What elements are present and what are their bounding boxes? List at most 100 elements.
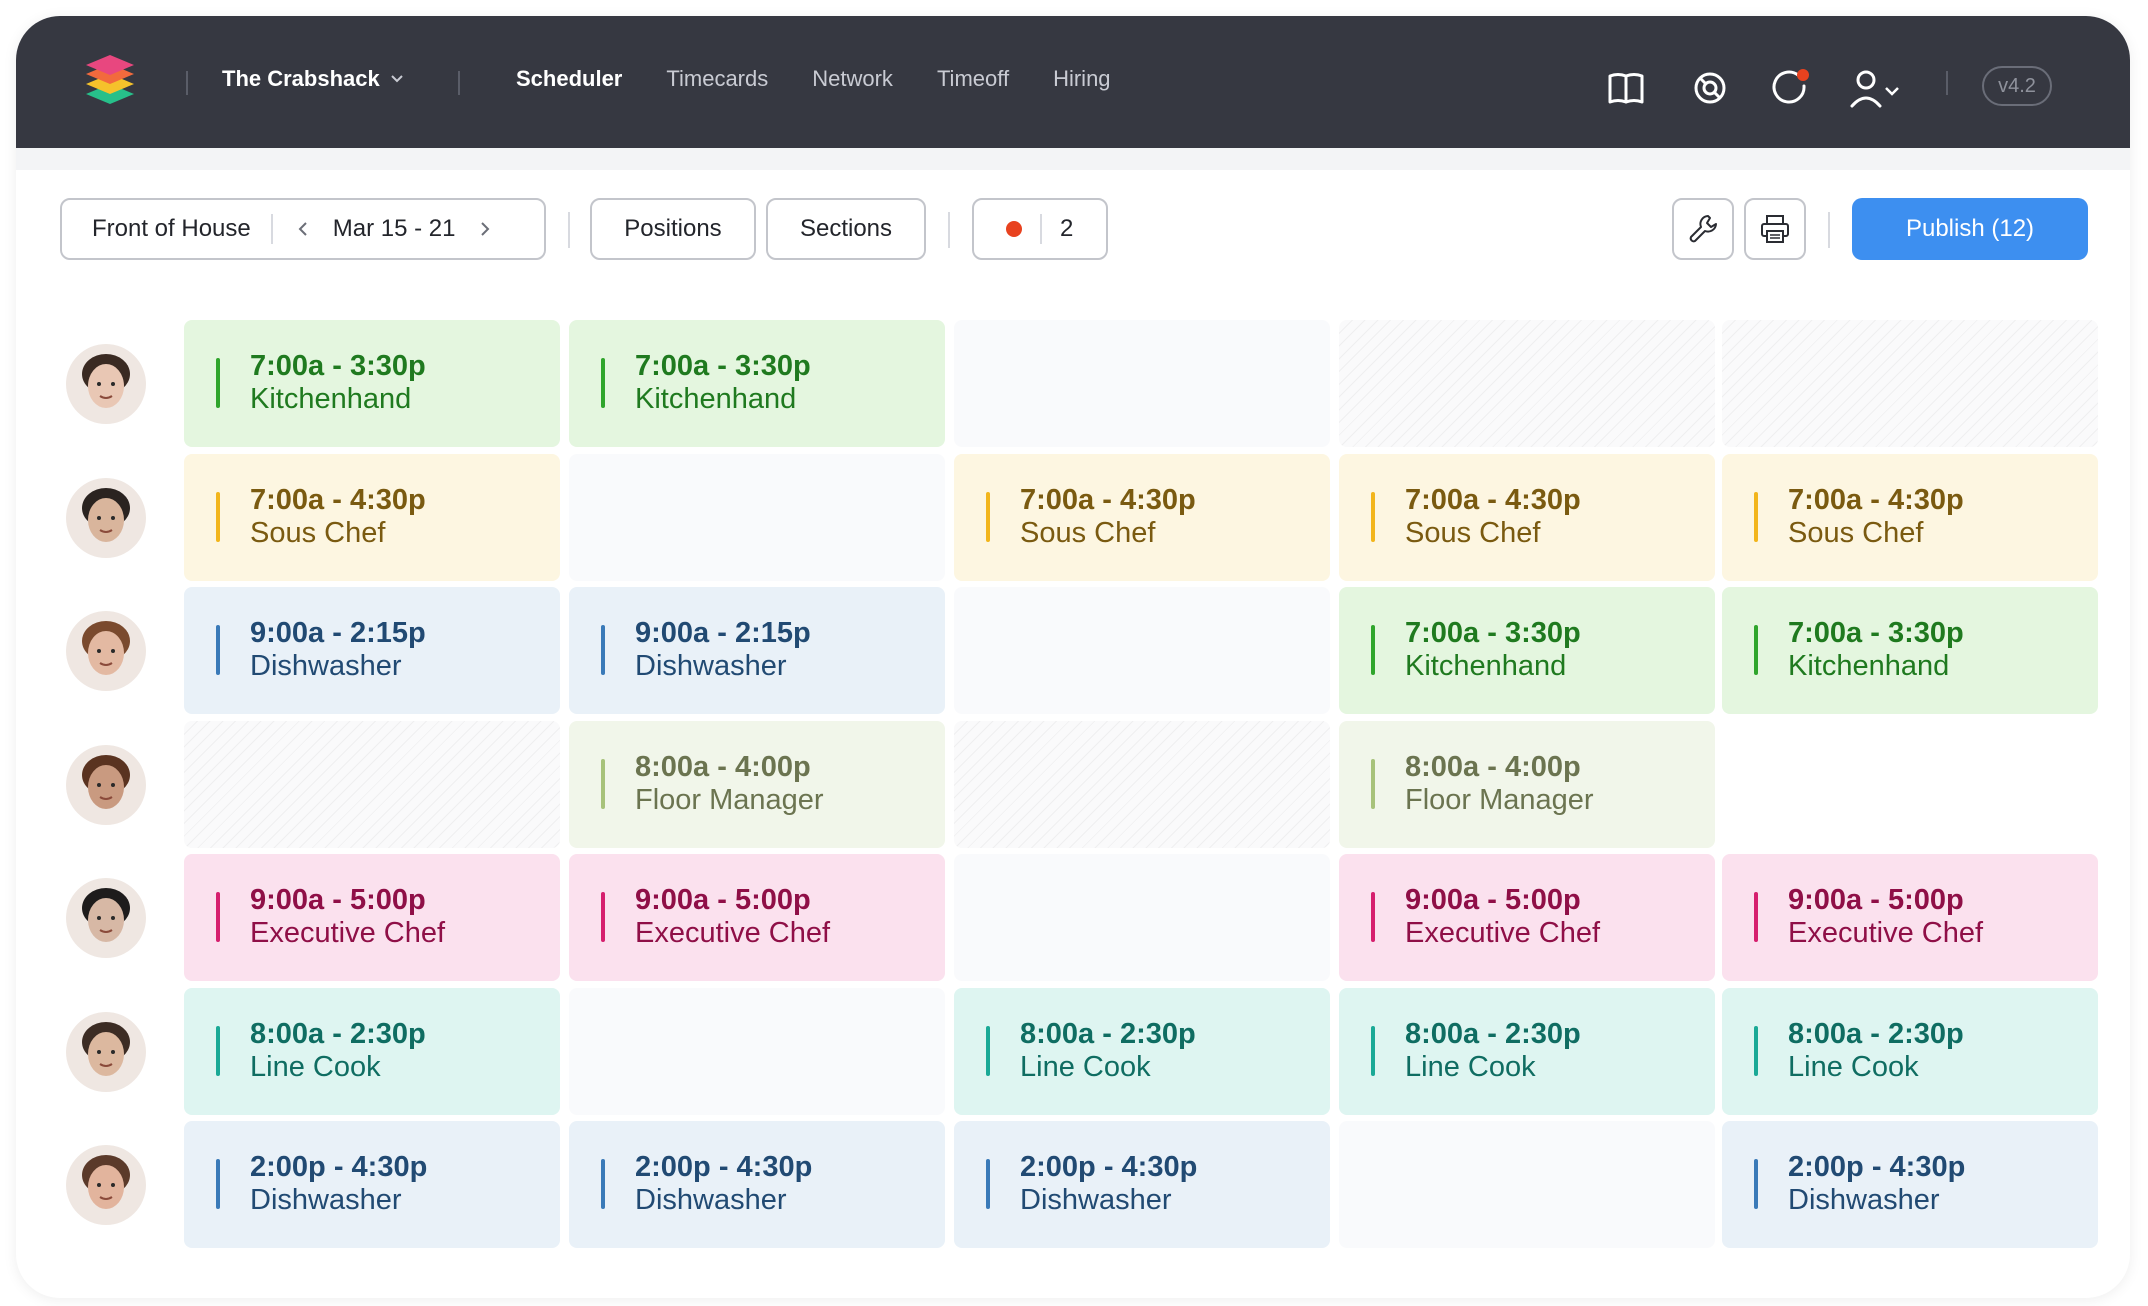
empty-slot[interactable] bbox=[954, 320, 1330, 447]
header-shadow bbox=[16, 148, 2130, 170]
location-selector[interactable]: Front of House bbox=[92, 215, 251, 242]
shift-role: Sous Chef bbox=[1788, 517, 1924, 549]
shift-card[interactable]: 9:00a - 2:15p Dishwasher bbox=[184, 587, 560, 714]
shift-card[interactable]: 9:00a - 5:00p Executive Chef bbox=[1722, 854, 2098, 981]
sections-button[interactable]: Sections bbox=[766, 198, 926, 260]
shift-time: 9:00a - 2:15p bbox=[250, 617, 426, 649]
user-menu-icon[interactable] bbox=[1848, 66, 1908, 110]
alert-count: 2 bbox=[1060, 215, 1074, 242]
shift-card[interactable]: 7:00a - 3:30p Kitchenhand bbox=[569, 320, 945, 447]
shift-card[interactable]: 2:00p - 4:30p Dishwasher bbox=[569, 1121, 945, 1248]
employee-avatar[interactable] bbox=[66, 878, 146, 958]
shift-role: Kitchenhand bbox=[635, 383, 797, 415]
shift-card[interactable]: 7:00a - 4:30p Sous Chef bbox=[954, 454, 1330, 581]
shift-role: Line Cook bbox=[1405, 1051, 1536, 1083]
empty-slot[interactable] bbox=[954, 587, 1330, 714]
help-icon[interactable] bbox=[1688, 66, 1732, 110]
toolbar-divider bbox=[1828, 212, 1830, 248]
schedule-row: 9:00a - 2:15p Dishwasher 9:00a - 2:15p Dish… bbox=[16, 587, 2130, 714]
shift-time: 7:00a - 4:30p bbox=[250, 484, 426, 516]
alerts-button[interactable]: 2 bbox=[972, 198, 1108, 260]
empty-slot[interactable] bbox=[569, 988, 945, 1115]
shift-time: 9:00a - 5:00p bbox=[635, 884, 811, 916]
shift-card[interactable]: 7:00a - 4:30p Sous Chef bbox=[1722, 454, 2098, 581]
toolbar-divider bbox=[270, 214, 273, 244]
unavailable-slot bbox=[184, 721, 560, 848]
shift-card[interactable]: 8:00a - 2:30p Line Cook bbox=[954, 988, 1330, 1115]
shift-card[interactable]: 9:00a - 5:00p Executive Chef bbox=[184, 854, 560, 981]
shift-time: 8:00a - 4:00p bbox=[1405, 751, 1581, 783]
employee-avatar[interactable] bbox=[66, 344, 146, 424]
shift-time: 2:00p - 4:30p bbox=[250, 1151, 428, 1183]
shift-card[interactable]: 8:00a - 2:30p Line Cook bbox=[1339, 988, 1715, 1115]
shift-card[interactable]: 7:00a - 3:30p Kitchenhand bbox=[1339, 587, 1715, 714]
shift-color-bar bbox=[986, 1026, 990, 1076]
empty-slot[interactable] bbox=[954, 854, 1330, 981]
notification-dot bbox=[1797, 69, 1809, 81]
app-logo-icon[interactable] bbox=[84, 54, 136, 106]
shift-card[interactable]: 7:00a - 3:30p Kitchenhand bbox=[1722, 587, 2098, 714]
shift-time: 7:00a - 4:30p bbox=[1405, 484, 1581, 516]
shift-role: Executive Chef bbox=[1405, 917, 1601, 949]
employee-avatar[interactable] bbox=[66, 611, 146, 691]
shift-color-bar bbox=[216, 358, 220, 408]
shift-time: 9:00a - 5:00p bbox=[1788, 884, 1964, 916]
notifications-icon[interactable] bbox=[1768, 66, 1812, 110]
shift-card[interactable]: 8:00a - 4:00p Floor Manager bbox=[1339, 721, 1715, 848]
shift-time: 7:00a - 3:30p bbox=[250, 350, 426, 382]
version-badge: v4.2 bbox=[1982, 66, 2052, 106]
shift-color-bar bbox=[1754, 1159, 1758, 1209]
nav-network[interactable]: Network bbox=[812, 66, 893, 91]
nav-hiring[interactable]: Hiring bbox=[1053, 66, 1111, 91]
shift-color-bar bbox=[216, 892, 220, 942]
shift-time: 8:00a - 4:00p bbox=[635, 751, 811, 783]
header-divider bbox=[458, 71, 460, 95]
toolbar-divider bbox=[568, 212, 570, 248]
schedule-row: 7:00a - 3:30p Kitchenhand 7:00a - 3:30p Kit… bbox=[16, 320, 2130, 447]
publish-button[interactable]: Publish (12) bbox=[1852, 198, 2088, 260]
shift-card[interactable]: 2:00p - 4:30p Dishwasher bbox=[1722, 1121, 2098, 1248]
chevron-right-icon[interactable] bbox=[475, 219, 495, 239]
empty-slot[interactable] bbox=[1339, 1121, 1715, 1248]
positions-button[interactable]: Positions bbox=[590, 198, 756, 260]
shift-role: Sous Chef bbox=[1405, 517, 1541, 549]
shift-card[interactable]: 2:00p - 4:30p Dishwasher bbox=[184, 1121, 560, 1248]
book-icon[interactable] bbox=[1604, 66, 1648, 110]
organization-switcher[interactable]: The Crabshack bbox=[222, 66, 404, 92]
employee-avatar[interactable] bbox=[66, 478, 146, 558]
shift-card[interactable]: 9:00a - 2:15p Dishwasher bbox=[569, 587, 945, 714]
nav-timeoff[interactable]: Timeoff bbox=[936, 66, 1010, 91]
shift-card[interactable]: 7:00a - 4:30p Sous Chef bbox=[1339, 454, 1715, 581]
employee-avatar[interactable] bbox=[66, 745, 146, 825]
shift-card[interactable]: 9:00a - 5:00p Executive Chef bbox=[569, 854, 945, 981]
shift-card[interactable]: 9:00a - 5:00p Executive Chef bbox=[1339, 854, 1715, 981]
shift-role: Sous Chef bbox=[250, 517, 386, 549]
toolbar-divider bbox=[1040, 214, 1042, 244]
date-range[interactable]: Mar 15 - 21 bbox=[332, 215, 456, 242]
shift-time: 7:00a - 3:30p bbox=[635, 350, 811, 382]
employee-avatar[interactable] bbox=[66, 1012, 146, 1092]
shift-color-bar bbox=[216, 625, 220, 675]
shift-card[interactable]: 8:00a - 2:30p Line Cook bbox=[184, 988, 560, 1115]
shift-time: 8:00a - 2:30p bbox=[250, 1018, 426, 1050]
shift-color-bar bbox=[1754, 625, 1758, 675]
shift-role: Floor Manager bbox=[635, 784, 824, 816]
shift-color-bar bbox=[1371, 892, 1375, 942]
shift-card[interactable]: 7:00a - 3:30p Kitchenhand bbox=[184, 320, 560, 447]
shift-card[interactable]: 8:00a - 4:00p Floor Manager bbox=[569, 721, 945, 848]
chevron-left-icon[interactable] bbox=[293, 219, 313, 239]
empty-slot[interactable] bbox=[569, 454, 945, 581]
shift-time: 2:00p - 4:30p bbox=[635, 1151, 813, 1183]
print-button[interactable] bbox=[1744, 198, 1806, 260]
nav-scheduler[interactable]: Scheduler bbox=[516, 66, 623, 91]
employee-avatar[interactable] bbox=[66, 1145, 146, 1225]
shift-card[interactable]: 2:00p - 4:30p Dishwasher bbox=[954, 1121, 1330, 1248]
tools-button[interactable] bbox=[1672, 198, 1734, 260]
shift-card[interactable]: 7:00a - 4:30p Sous Chef bbox=[184, 454, 560, 581]
shift-time: 7:00a - 3:30p bbox=[1405, 617, 1581, 649]
shift-card[interactable]: 8:00a - 2:30p Line Cook bbox=[1722, 988, 2098, 1115]
shift-role: Dishwasher bbox=[635, 650, 787, 682]
nav-timecards[interactable]: Timecards bbox=[666, 66, 769, 91]
shift-role: Line Cook bbox=[250, 1051, 381, 1083]
shift-color-bar bbox=[1371, 625, 1375, 675]
